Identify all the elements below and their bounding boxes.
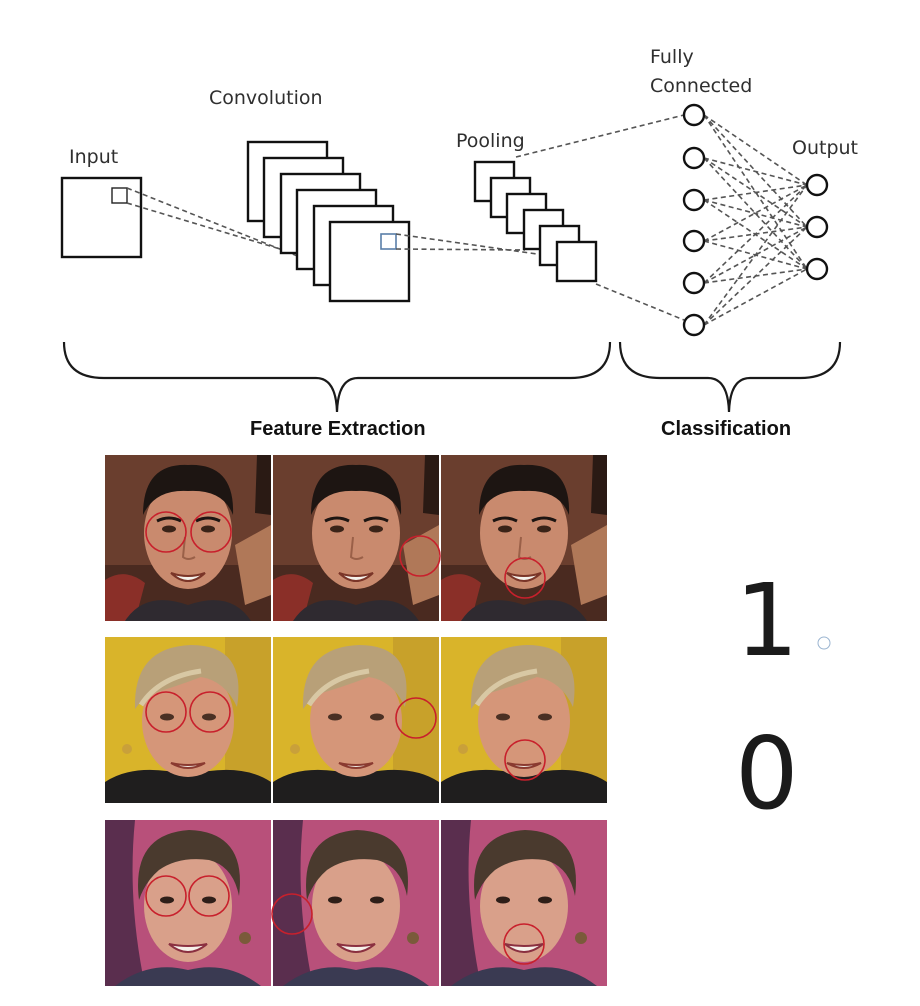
fc-to-output-connections <box>703 114 808 326</box>
input-receptive-field <box>111 187 128 204</box>
prediction-value-2: 0 <box>735 715 799 832</box>
example-row <box>105 455 607 621</box>
fully-connected-label-line1: Fully <box>650 46 694 68</box>
conv-to-pool-line <box>395 248 526 251</box>
face-image <box>273 455 439 621</box>
pool-to-fc-line <box>515 114 685 158</box>
classification-brace <box>618 341 842 413</box>
fc-to-output-line <box>703 226 808 326</box>
small-marker-icon <box>817 636 831 650</box>
fc-node <box>682 103 706 127</box>
face-image <box>105 455 271 621</box>
fc-to-output-line <box>703 184 808 326</box>
highlight-circle-mouth <box>504 557 546 599</box>
highlight-circle-right-eye <box>190 511 232 553</box>
face-image <box>441 455 607 621</box>
face-image <box>105 820 271 986</box>
fc-to-output-line <box>703 184 808 242</box>
input-box <box>60 176 143 259</box>
example-row <box>105 820 607 986</box>
face-examples-grid <box>105 455 607 986</box>
conv-receptive-field <box>380 233 397 250</box>
cnn-diagram: Input Convolution Pooling Fully Connecte… <box>60 46 858 440</box>
fc-to-output-line <box>703 184 808 284</box>
pooling-label: Pooling <box>456 130 525 152</box>
highlight-circle-cheek <box>395 697 437 739</box>
fc-node <box>682 229 706 253</box>
face-image <box>441 637 607 803</box>
classification-label: Classification <box>661 418 791 440</box>
pool-to-fc-line <box>595 283 685 321</box>
pool-feature-map <box>555 240 598 283</box>
output-node <box>805 173 829 197</box>
conv-to-pool-line <box>395 233 566 259</box>
output-node <box>805 257 829 281</box>
fc-node <box>682 188 706 212</box>
highlight-circle-left-eye <box>145 511 187 553</box>
convolution-feature-maps <box>246 140 411 303</box>
highlight-circle-cheek <box>271 893 313 935</box>
output-node <box>805 215 829 239</box>
highlight-circle-left-eye <box>145 875 187 917</box>
fc-to-output-line <box>703 114 808 270</box>
fc-to-output-line <box>703 226 808 284</box>
feature-extraction-label: Feature Extraction <box>250 418 426 440</box>
example-row <box>105 637 607 803</box>
highlight-circle-right-eye <box>188 875 230 917</box>
fc-to-output-line <box>703 114 808 186</box>
fc-node <box>682 271 706 295</box>
face-image <box>441 820 607 986</box>
feature-extraction-brace <box>62 341 612 413</box>
fc-to-output-line <box>703 268 808 326</box>
output-label: Output <box>792 137 858 159</box>
highlight-circle-left-eye <box>145 691 187 733</box>
face-image <box>105 637 271 803</box>
face-image <box>273 637 439 803</box>
fc-to-output-line <box>703 157 808 186</box>
fc-node <box>682 146 706 170</box>
highlight-circle-mouth <box>504 739 546 781</box>
fc-node <box>682 313 706 337</box>
highlight-circle-cheek <box>399 535 441 577</box>
fully-connected-label-line2: Connected <box>650 75 752 97</box>
fc-to-output-line <box>703 184 808 201</box>
output-layer <box>805 173 829 281</box>
convolution-label: Convolution <box>209 87 323 109</box>
input-to-conv-line <box>126 202 301 256</box>
highlight-circle-right-eye <box>189 691 231 733</box>
face-image <box>273 820 439 986</box>
prediction-value-1: 1 <box>735 562 799 679</box>
fully-connected-layer <box>682 103 706 337</box>
input-label: Input <box>69 146 118 168</box>
pooling-feature-maps <box>473 160 598 283</box>
highlight-circle-mouth <box>503 923 545 965</box>
fc-to-output-line <box>703 199 808 228</box>
